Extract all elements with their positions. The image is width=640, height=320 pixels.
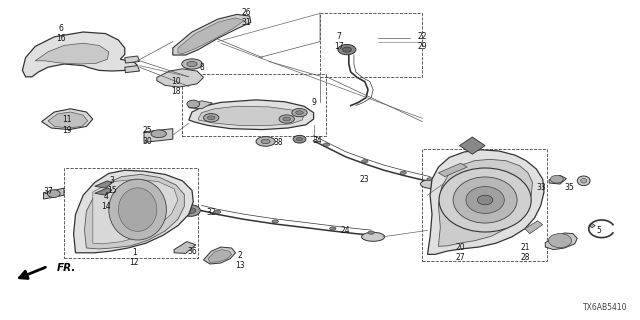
Ellipse shape: [323, 143, 330, 146]
Polygon shape: [174, 242, 196, 253]
Polygon shape: [84, 174, 184, 249]
Ellipse shape: [338, 44, 356, 55]
Text: 20
27: 20 27: [456, 243, 466, 262]
Ellipse shape: [368, 231, 374, 234]
Polygon shape: [525, 221, 543, 234]
Ellipse shape: [477, 195, 493, 205]
Ellipse shape: [207, 116, 215, 120]
Ellipse shape: [109, 179, 166, 240]
Ellipse shape: [293, 135, 306, 143]
Polygon shape: [189, 100, 314, 130]
Polygon shape: [42, 109, 93, 130]
Ellipse shape: [182, 59, 202, 69]
Ellipse shape: [400, 171, 406, 174]
Polygon shape: [589, 223, 595, 228]
Ellipse shape: [296, 111, 303, 115]
Ellipse shape: [181, 205, 200, 216]
Ellipse shape: [204, 114, 219, 122]
Ellipse shape: [296, 138, 303, 141]
Polygon shape: [460, 137, 485, 154]
Text: 5: 5: [596, 226, 601, 235]
Text: 32: 32: [206, 208, 216, 217]
Text: 33: 33: [536, 183, 546, 192]
Ellipse shape: [187, 100, 200, 108]
Text: 11
19: 11 19: [62, 115, 72, 134]
Polygon shape: [438, 163, 467, 177]
Ellipse shape: [272, 220, 278, 223]
Text: 38: 38: [273, 138, 284, 147]
Ellipse shape: [577, 176, 590, 186]
Polygon shape: [95, 181, 112, 188]
Polygon shape: [95, 188, 112, 195]
Text: 24: 24: [340, 226, 351, 235]
Ellipse shape: [279, 115, 294, 123]
Polygon shape: [144, 129, 173, 142]
Polygon shape: [93, 179, 178, 244]
Ellipse shape: [186, 208, 196, 213]
Ellipse shape: [292, 108, 307, 117]
Ellipse shape: [261, 139, 270, 144]
Text: 25
30: 25 30: [142, 126, 152, 146]
Polygon shape: [125, 56, 140, 63]
Ellipse shape: [214, 210, 221, 213]
Ellipse shape: [362, 160, 368, 163]
Ellipse shape: [427, 178, 433, 181]
Polygon shape: [545, 233, 577, 250]
Ellipse shape: [550, 175, 563, 183]
Ellipse shape: [187, 61, 197, 67]
Polygon shape: [44, 188, 64, 199]
Ellipse shape: [118, 188, 157, 231]
Polygon shape: [74, 170, 193, 253]
Ellipse shape: [439, 168, 531, 232]
Text: 8: 8: [199, 63, 204, 72]
Text: 35: 35: [564, 183, 575, 192]
Text: 4
14: 4 14: [100, 192, 111, 211]
Text: 1
12: 1 12: [130, 248, 139, 267]
Ellipse shape: [151, 130, 166, 138]
Text: 6
16: 6 16: [56, 24, 66, 43]
Text: 9: 9: [311, 98, 316, 107]
Text: 34: 34: [312, 136, 322, 145]
Ellipse shape: [466, 187, 504, 213]
Polygon shape: [189, 101, 212, 109]
Ellipse shape: [342, 47, 351, 52]
Text: 2
13: 2 13: [235, 251, 245, 270]
Polygon shape: [173, 14, 251, 55]
Text: 22
29: 22 29: [417, 32, 428, 51]
Ellipse shape: [256, 137, 275, 146]
Ellipse shape: [283, 117, 291, 121]
Text: 23: 23: [360, 175, 370, 184]
Polygon shape: [178, 18, 244, 54]
Text: 26
31: 26 31: [241, 8, 252, 27]
Ellipse shape: [330, 227, 336, 230]
Ellipse shape: [580, 179, 587, 183]
Polygon shape: [48, 112, 88, 128]
Text: 21
28: 21 28: [520, 243, 529, 262]
Polygon shape: [22, 32, 138, 77]
Polygon shape: [198, 106, 304, 125]
Ellipse shape: [47, 190, 60, 197]
Polygon shape: [125, 66, 140, 73]
Ellipse shape: [548, 234, 572, 248]
Polygon shape: [438, 159, 532, 246]
Polygon shape: [157, 69, 204, 87]
Text: 10
18: 10 18: [171, 77, 181, 96]
Polygon shape: [208, 250, 232, 262]
Ellipse shape: [453, 177, 517, 223]
Text: FR.: FR.: [56, 263, 76, 273]
Text: 37: 37: [43, 188, 53, 196]
Text: 7
17: 7 17: [334, 32, 344, 51]
Ellipse shape: [420, 180, 444, 188]
Text: 3
15: 3 15: [107, 176, 117, 195]
Text: TX6AB5410: TX6AB5410: [582, 303, 627, 312]
Polygon shape: [35, 43, 109, 64]
Polygon shape: [549, 175, 566, 184]
Text: 36: 36: [187, 247, 197, 256]
Polygon shape: [428, 150, 544, 254]
Polygon shape: [204, 247, 236, 264]
Ellipse shape: [362, 232, 385, 241]
